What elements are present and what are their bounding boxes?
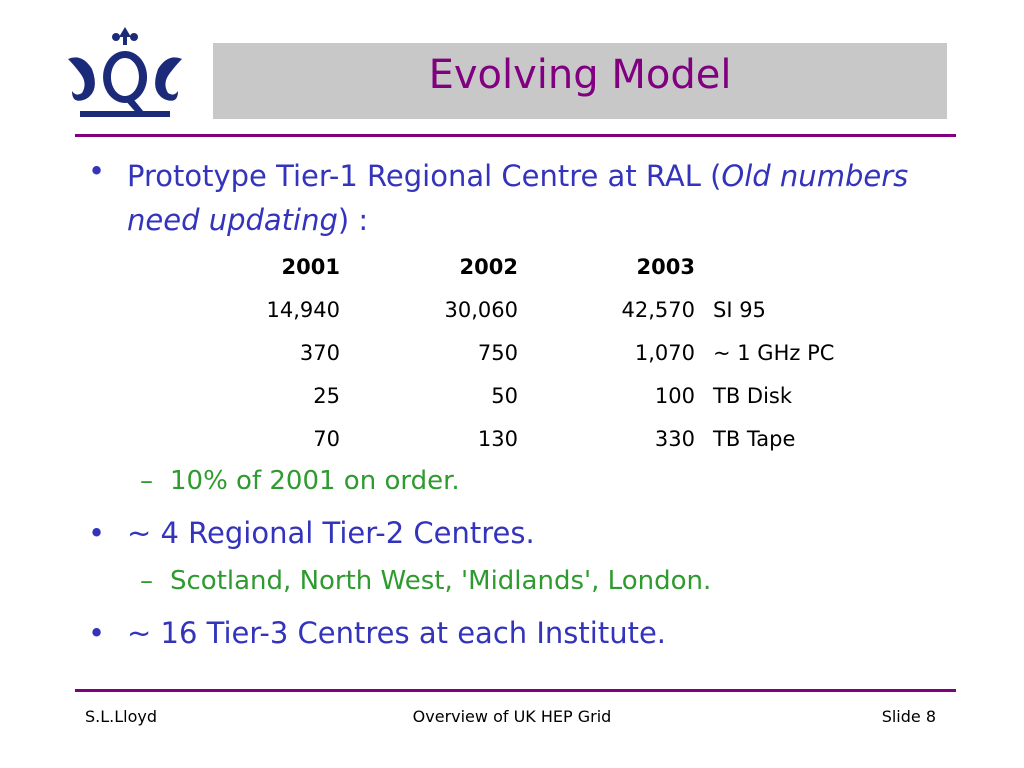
- td-number: 100: [654, 384, 695, 408]
- dash: –: [140, 466, 153, 496]
- td-number: 330: [654, 427, 695, 451]
- text: ) :: [337, 203, 369, 237]
- divider: [75, 689, 956, 692]
- th: 2002: [459, 255, 518, 279]
- td-number: 25: [313, 384, 340, 408]
- th: 2001: [281, 255, 340, 279]
- bullet: Prototype Tier-1 Regional Centre at RAL …: [127, 154, 927, 242]
- sub-bullet: Scotland, North West, 'Midlands', London…: [170, 566, 712, 596]
- td-number: 370: [299, 341, 340, 365]
- text: Prototype Tier-1 Regional Centre at RAL …: [127, 159, 722, 193]
- footer-left: S.L.Lloyd: [85, 707, 158, 726]
- footer-center: Overview of UK HEP Grid: [412, 707, 612, 726]
- title-box: [213, 43, 947, 119]
- th: 2003: [636, 255, 695, 279]
- divider: [75, 134, 956, 137]
- td-unit: SI 95: [713, 298, 766, 322]
- bullet: ~ 16 Tier-3 Centres at each Institute.: [127, 616, 667, 650]
- td-number: 750: [477, 341, 518, 365]
- td-unit: ~ 1 GHz PC: [713, 341, 835, 365]
- td-number: 14,940: [266, 298, 340, 322]
- td-number: 130: [477, 427, 518, 451]
- td-number: 30,060: [444, 298, 518, 322]
- slide-title: Evolving Model: [428, 52, 732, 98]
- td-unit: TB Tape: [713, 427, 796, 451]
- td-number: 70: [313, 427, 340, 451]
- bullet-dot: •: [88, 616, 106, 650]
- bullet-dot: •: [88, 154, 106, 188]
- td-number: 50: [491, 384, 518, 408]
- td-unit: TB Disk: [713, 384, 793, 408]
- bullet-dot: •: [88, 516, 106, 550]
- footer-right: Slide 8: [881, 707, 936, 726]
- td-number: 1,070: [634, 341, 695, 365]
- td-number: 42,570: [621, 298, 695, 322]
- bullet: ~ 4 Regional Tier-2 Centres.: [127, 516, 535, 550]
- text: Old numbers need updating: [127, 159, 909, 237]
- dash: –: [140, 566, 153, 596]
- sub-bullet: 10% of 2001 on order.: [170, 466, 460, 496]
- logo: [68, 27, 182, 117]
